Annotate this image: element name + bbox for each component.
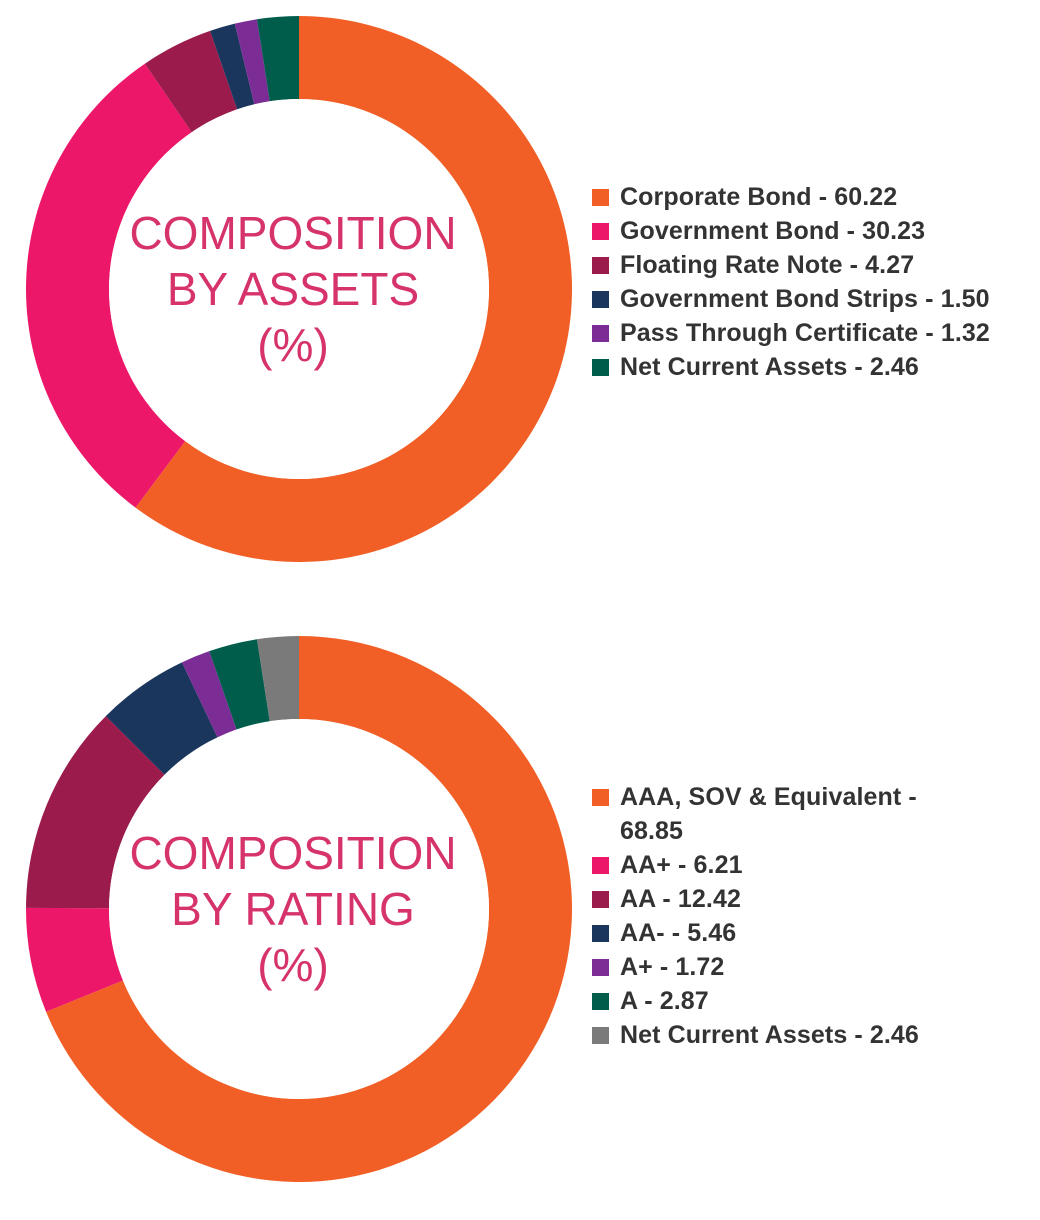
assets-slice-government-bond (26, 63, 192, 508)
rating-center-label-line-2: BY RATING (171, 883, 415, 935)
assets-center-label-line-1: COMPOSITION (129, 207, 456, 259)
rating-legend-item-aaa-sov-equivalent: AAA, SOV & Equivalent - 68.85 (592, 780, 1032, 848)
composition-by-rating-chart: COMPOSITION BY RATING (%) AAA, SOV & Equiv… (0, 620, 1040, 1220)
rating-legend-swatch-aa (592, 925, 609, 942)
rating-legend-item-a: A - 2.87 (592, 984, 1032, 1018)
rating-center-label-line-3: (%) (257, 939, 329, 991)
assets-legend-item-floating-rate-note: Floating Rate Note - 4.27 (592, 248, 1032, 282)
assets-legend-item-corporate-bond: Corporate Bond - 60.22 (592, 180, 1032, 214)
assets-legend: Corporate Bond - 60.22 Government Bond - … (592, 180, 1032, 384)
assets-slice-government-bond-strips (210, 23, 255, 110)
rating-legend-label-aaa-sov-equivalent-cont: 68.85 (620, 817, 684, 845)
rating-legend-swatch-net-current-assets (592, 1027, 609, 1044)
rating-legend-item-net-current-assets: Net Current Assets - 2.46 (592, 1018, 1032, 1052)
rating-slice-aa (26, 716, 165, 909)
rating-legend-label-aa: AA- - 5.46 (620, 919, 737, 947)
rating-legend-item-aa: AA+ - 6.21 (592, 848, 1032, 882)
assets-legend-swatch-government-bond (592, 223, 609, 240)
rating-slice-aa (105, 662, 218, 775)
rating-slice-aa (26, 907, 123, 1012)
rating-legend-item-aa: AA- - 5.46 (592, 916, 1032, 950)
assets-legend-swatch-government-bond-strips (592, 291, 609, 308)
rating-legend-label-aa: AA+ - 6.21 (620, 851, 743, 879)
assets-legend-label-government-bond-strips: Government Bond Strips - 1.50 (620, 285, 990, 313)
composition-by-assets-chart: COMPOSITION BY ASSETS (%) Corporate Bond -… (0, 0, 1040, 600)
rating-legend-item-a: A+ - 1.72 (592, 950, 1032, 984)
assets-legend-item-government-bond-strips: Government Bond Strips - 1.50 (592, 282, 1032, 316)
assets-legend-label-net-current-assets: Net Current Assets - 2.46 (620, 353, 919, 381)
rating-legend-swatch-aa (592, 891, 609, 908)
assets-legend-label-pass-through-certificate: Pass Through Certificate - 1.32 (620, 319, 990, 347)
assets-legend-label-floating-rate-note: Floating Rate Note - 4.27 (620, 251, 915, 279)
rating-legend-label-net-current-assets: Net Current Assets - 2.46 (620, 1021, 919, 1049)
rating-slice-net-current-assets (256, 636, 299, 722)
assets-legend-swatch-net-current-assets (592, 359, 609, 376)
assets-legend-swatch-corporate-bond (592, 189, 609, 206)
rating-legend-label-a: A+ - 1.72 (620, 953, 725, 981)
assets-legend-label-corporate-bond: Corporate Bond - 60.22 (620, 183, 898, 211)
assets-legend-item-net-current-assets: Net Current Assets - 2.46 (592, 350, 1032, 384)
rating-legend-label-aa: AA - 12.42 (620, 885, 741, 913)
rating-slice-a (209, 639, 270, 730)
assets-center-label-line-3: (%) (257, 319, 329, 371)
rating-legend-swatch-aaa-sov-equivalent (592, 789, 609, 806)
rating-legend-swatch-aa (592, 857, 609, 874)
rating-slice-aaa-sov-equivalent (46, 636, 572, 1182)
rating-slice-a (181, 651, 237, 738)
rating-legend-label-aaa-sov-equivalent: AAA, SOV & Equivalent - (620, 783, 917, 811)
assets-slice-corporate-bond (135, 16, 573, 562)
assets-legend-label-government-bond: Government Bond - 30.23 (620, 217, 926, 245)
assets-legend-item-pass-through-certificate: Pass Through Certificate - 1.32 (592, 316, 1032, 350)
assets-slice-net-current-assets (256, 16, 299, 102)
rating-legend-swatch-a (592, 959, 609, 976)
assets-center-label-line-2: BY ASSETS (167, 263, 419, 315)
rating-legend-swatch-a (592, 993, 609, 1010)
assets-slice-pass-through-certificate (234, 19, 270, 105)
rating-donut-hole (109, 719, 489, 1099)
assets-legend-item-government-bond: Government Bond - 30.23 (592, 214, 1032, 248)
rating-legend-label-a: A - 2.87 (620, 987, 709, 1015)
assets-legend-swatch-pass-through-certificate (592, 325, 609, 342)
assets-legend-swatch-floating-rate-note (592, 257, 609, 274)
rating-legend-item-aa: AA - 12.42 (592, 882, 1032, 916)
rating-center-label-line-1: COMPOSITION (129, 827, 456, 879)
rating-legend: AAA, SOV & Equivalent - 68.85 AA+ - 6.21 AA… (592, 780, 1032, 1052)
assets-donut-hole (109, 99, 489, 479)
assets-slice-floating-rate-note (144, 30, 238, 133)
